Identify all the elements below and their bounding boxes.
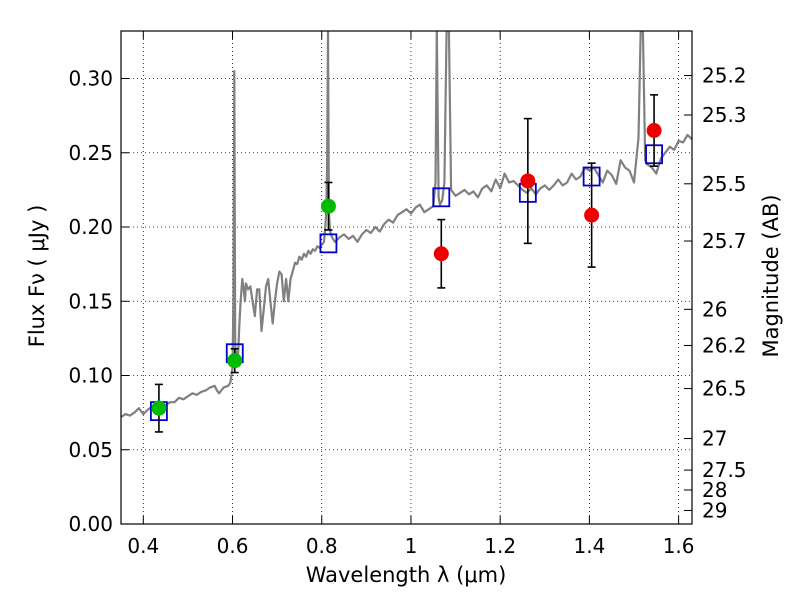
- model-flux-box: [432, 187, 451, 208]
- mag-tick-label: 25.2: [702, 64, 747, 88]
- x-tick-label: 1.6: [663, 534, 695, 558]
- green-data-point: [320, 198, 336, 214]
- mag-tick-label: 26.2: [702, 333, 747, 357]
- axes-ticks: 0.4 0.6 0.8 1 1.2 1.4 1.6 0.00 0.05 0.10 0.15 0.20 0…: [68, 31, 747, 558]
- y-tick-label: 0.15: [68, 289, 113, 313]
- spectrum: [121, 31, 692, 419]
- y-tick-label: 0.20: [68, 215, 113, 239]
- y-axis-right-label: Magnitude (AB): [759, 194, 783, 357]
- green-data-point: [227, 353, 243, 369]
- mag-tick-label: 27.5: [702, 458, 747, 482]
- mag-tick-label: 28: [702, 478, 727, 502]
- plot-frame: [120, 30, 693, 525]
- y-tick-label: 0.05: [68, 438, 113, 462]
- x-axis-label: Wavelength λ (μm): [306, 563, 507, 587]
- data-points: [150, 94, 663, 433]
- x-tick-label: 0.8: [306, 534, 338, 558]
- x-tick-label: 1.4: [573, 534, 605, 558]
- x-tick-label: 0.4: [127, 534, 159, 558]
- spectrum-line: [121, 31, 692, 419]
- red-data-point: [584, 207, 600, 223]
- mag-tick-label: 29: [702, 498, 727, 522]
- green-data-point: [151, 400, 167, 416]
- mag-tick-label: 25.7: [702, 229, 747, 253]
- y-axis-label: Flux Fν ( μJy ): [25, 205, 49, 348]
- red-data-point: [520, 173, 536, 189]
- x-tick-label: 1.2: [484, 534, 516, 558]
- grid: [121, 31, 692, 524]
- mag-tick-label: 26: [702, 297, 727, 321]
- y-tick-label: 0.10: [68, 364, 113, 388]
- mag-tick-label: 26.5: [702, 377, 747, 401]
- y-tick-label: 0.30: [68, 67, 113, 91]
- y-tick-label: 0.25: [68, 141, 113, 165]
- mag-tick-label: 27: [702, 427, 727, 451]
- x-tick-label: 1: [405, 534, 418, 558]
- mag-tick-label: 25.5: [702, 172, 747, 196]
- x-tick-label: 0.6: [217, 534, 249, 558]
- y-tick-label: 0.00: [68, 512, 113, 536]
- red-data-point: [433, 246, 449, 262]
- mag-tick-label: 25.3: [702, 103, 747, 127]
- red-data-point: [646, 122, 662, 138]
- model-flux-box: [319, 233, 338, 254]
